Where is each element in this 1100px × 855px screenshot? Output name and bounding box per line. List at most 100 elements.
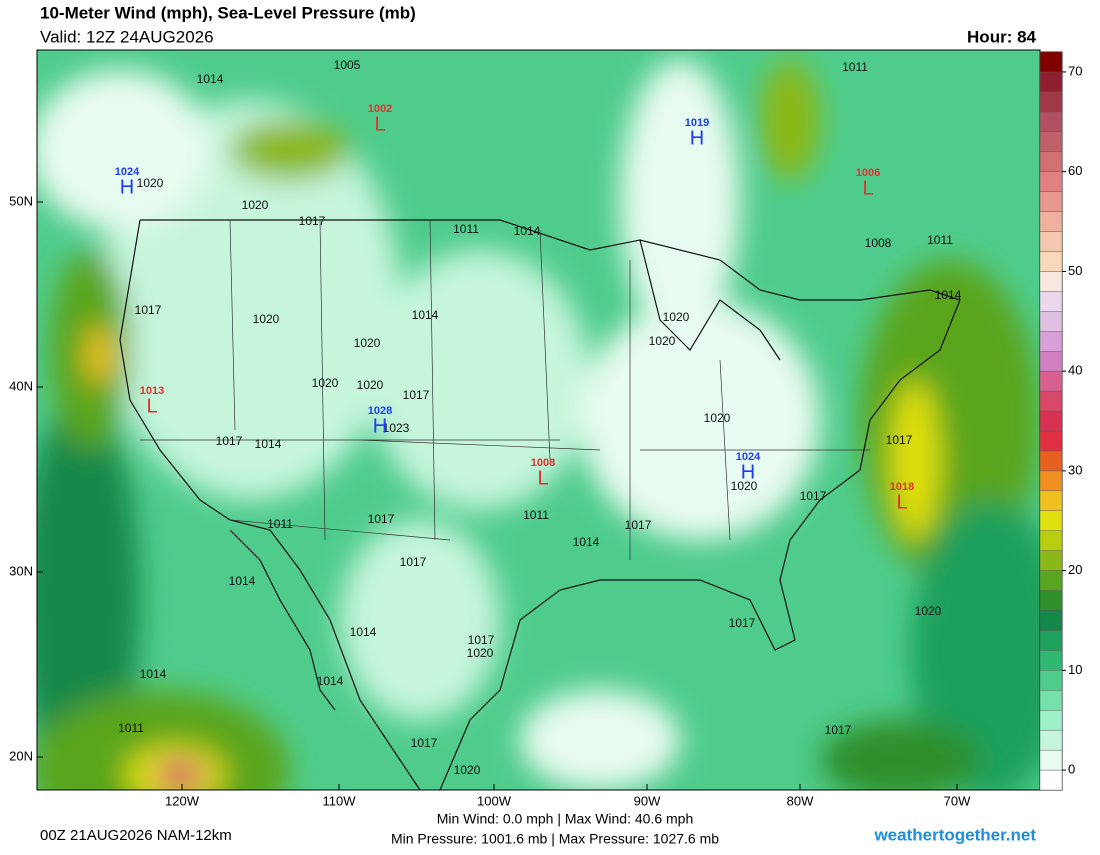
- isobar-label: 1020: [649, 334, 676, 348]
- isobar-label: 1011: [523, 508, 549, 522]
- isobar-label: 1020: [242, 198, 269, 212]
- colorbar-band: [1039, 530, 1063, 551]
- pressure-stats: Min Pressure: 1001.6 mb | Max Pressure: …: [391, 831, 719, 847]
- isobar-label: 1008: [865, 236, 892, 250]
- colorbar-band: [1039, 171, 1063, 192]
- lat-label: 50N: [9, 193, 33, 208]
- lat-label: 40N: [9, 378, 33, 393]
- colorbar-band: [1039, 490, 1063, 511]
- colorbar-band: [1039, 410, 1063, 432]
- colorbar-band: [1039, 710, 1063, 731]
- colorbar-band: [1039, 590, 1063, 611]
- colorbar-label: 60: [1068, 163, 1082, 178]
- forecast-hour: Hour: 84: [967, 27, 1037, 46]
- isobar-label: 1014: [514, 224, 541, 238]
- lon-label: 70W: [944, 793, 971, 808]
- colorbar-band: [1039, 71, 1063, 93]
- isobar-label: 1017: [825, 723, 852, 737]
- colorbar-band: [1039, 670, 1063, 691]
- isobar-label: 1014: [573, 535, 600, 549]
- colorbar-label: 10: [1068, 662, 1082, 677]
- isobar-label: 1011: [842, 60, 868, 74]
- center-type: H: [690, 127, 704, 149]
- isobar-label: 1023: [383, 421, 410, 435]
- isobar-label: 1014: [229, 574, 256, 588]
- isobar-label: 1011: [927, 233, 953, 247]
- colorbar-band: [1039, 131, 1063, 152]
- colorbar-band: [1039, 151, 1063, 172]
- colorbar-label: 40: [1068, 363, 1082, 378]
- center-value: 1028: [368, 405, 392, 417]
- colorbar-band: [1039, 271, 1063, 292]
- isobar-label: 1017: [299, 214, 326, 228]
- isobar-label: 1017: [403, 388, 430, 402]
- center-type: H: [741, 461, 755, 483]
- colorbar-band: [1039, 390, 1063, 412]
- colorbar-label: 50: [1068, 263, 1082, 278]
- lon-label: 90W: [634, 793, 661, 808]
- wind-field: [37, 60, 1040, 790]
- isobar-label: 1020: [357, 378, 384, 392]
- lon-label: 80W: [787, 793, 814, 808]
- colorbar-label: 70: [1068, 63, 1082, 78]
- isobar-label: 1017: [468, 633, 495, 647]
- isobar-label: 1017: [216, 434, 243, 448]
- isobar-label: 1020: [704, 411, 731, 425]
- isobar-label: 1020: [915, 604, 942, 618]
- isobar-label: 1017: [135, 303, 162, 317]
- site-name[interactable]: weathertogether.net: [873, 825, 1036, 844]
- colorbar-band: [1039, 430, 1063, 452]
- center-value: 1008: [531, 457, 555, 469]
- isobar-label: 1017: [411, 736, 438, 750]
- isobar-label: 1014: [350, 625, 377, 639]
- center-type: L: [374, 113, 385, 135]
- colorbar-band: [1039, 191, 1063, 212]
- borders: [140, 219, 870, 560]
- colorbar-label: 20: [1068, 562, 1082, 577]
- colorbar-band: [1039, 510, 1063, 531]
- isobar-label: 1020: [312, 376, 339, 390]
- isobar-label: 1011: [118, 721, 144, 735]
- isobar-label: 1020: [253, 312, 280, 326]
- colorbar-band: [1039, 111, 1063, 132]
- lon-label: 100W: [477, 793, 512, 808]
- center-value: 1019: [685, 117, 709, 129]
- valid-time: Valid: 12Z 24AUG2026: [40, 27, 214, 46]
- center-type: L: [537, 467, 548, 489]
- colorbar-band: [1039, 570, 1063, 591]
- colorbar-label: 30: [1068, 462, 1082, 477]
- isobar-label: 1020: [354, 336, 381, 350]
- isobar-label: 1011: [453, 222, 479, 236]
- isobar-label: 1014: [412, 308, 439, 322]
- isobar-label: 1020: [663, 310, 690, 324]
- colorbar-band: [1039, 350, 1063, 372]
- lon-label: 110W: [323, 793, 357, 808]
- isobar-label: 1014: [317, 674, 344, 688]
- title: 10-Meter Wind (mph), Sea-Level Pressure …: [40, 3, 416, 22]
- colorbar-band: [1039, 51, 1063, 73]
- center-type: L: [146, 395, 157, 417]
- colorbar-band: [1039, 769, 1063, 791]
- isobar-label: 1011: [267, 517, 293, 531]
- isobar-label: 1014: [197, 72, 224, 86]
- colorbar-band: [1039, 610, 1063, 631]
- colorbar-band: [1039, 211, 1063, 232]
- colorbar-band: [1039, 231, 1063, 252]
- colorbar-band: [1039, 749, 1063, 771]
- center-value: 1024: [736, 451, 761, 463]
- colorbar-band: [1039, 251, 1063, 272]
- colorbar-band: [1039, 690, 1063, 711]
- colorbar-band: [1039, 550, 1063, 571]
- isobar-label: 1020: [137, 176, 164, 190]
- isobar-label: 1020: [454, 763, 481, 777]
- map: [37, 50, 1040, 790]
- center-type: H: [120, 176, 134, 198]
- center-value: 1006: [856, 167, 880, 179]
- center-type: L: [896, 491, 907, 513]
- isobar-label: 1017: [625, 518, 652, 532]
- isobar-label: 1014: [935, 288, 962, 302]
- isobar-label: 1005: [334, 58, 361, 72]
- isobar-label: 1017: [368, 512, 395, 526]
- colorbar-band: [1039, 650, 1063, 671]
